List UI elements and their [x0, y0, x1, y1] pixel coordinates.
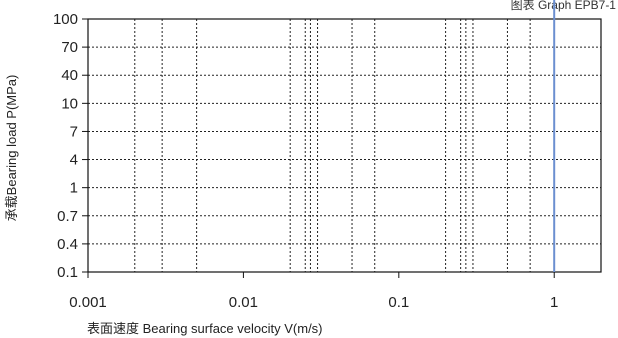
series-line	[553, 0, 556, 272]
x-tick-label: 1	[550, 294, 558, 311]
y-tick-label: 40	[61, 67, 78, 84]
axis-ticks: 100 70 40 10 7 4 1 0.7 0.4 0.1 0.001 0.01 0.1 1	[53, 11, 558, 311]
x-tick-label: 0.1	[388, 294, 409, 311]
y-tick-label: 1	[70, 180, 78, 197]
y-tick-label: 0.1	[57, 264, 78, 281]
y-tick-label: 0.4	[57, 236, 78, 253]
y-axis-title: 承载Bearing load P(MPa)	[4, 75, 19, 222]
x-tick-label: 0.001	[69, 294, 107, 311]
plot-frame	[87, 18, 602, 273]
y-tick-label: 4	[70, 152, 78, 169]
series-layer	[553, 0, 556, 272]
y-tick-label: 0.7	[57, 208, 78, 225]
y-tick-label: 7	[70, 123, 78, 140]
x-tick-label: 0.01	[229, 294, 258, 311]
y-tick-label: 100	[53, 11, 78, 28]
y-tick-label: 70	[61, 39, 78, 56]
grid	[88, 19, 601, 272]
chart-caption: 图表 Graph EPB7-1	[511, 0, 617, 12]
x-axis-title: 表面速度 Bearing surface velocity V(m/s)	[87, 321, 323, 336]
y-tick-label: 10	[61, 95, 78, 112]
